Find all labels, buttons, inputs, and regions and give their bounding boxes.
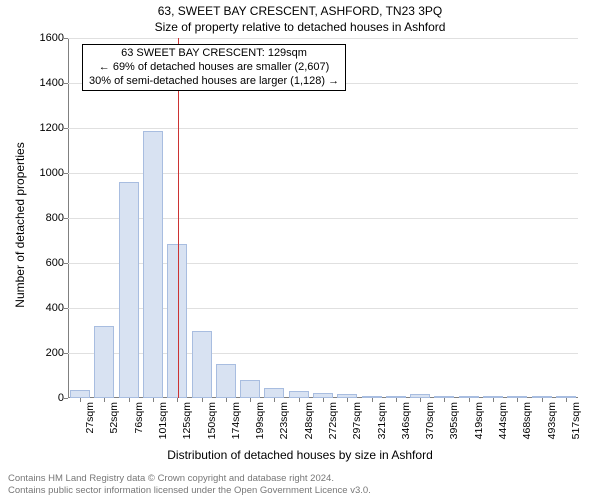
xtick-mark — [129, 398, 130, 402]
ytick-mark — [64, 263, 68, 264]
ytick-mark — [64, 173, 68, 174]
xtick-mark — [250, 398, 251, 402]
xtick-mark — [274, 398, 275, 402]
chart-title-address: 63, SWEET BAY CRESCENT, ASHFORD, TN23 3P… — [0, 4, 600, 18]
ytick-mark — [64, 218, 68, 219]
xtick-label: 419sqm — [473, 402, 485, 439]
property-marker-line — [178, 38, 180, 398]
gridline — [68, 38, 578, 39]
ytick-label: 800 — [24, 212, 64, 224]
ytick-label: 400 — [24, 302, 64, 314]
xtick-label: 444sqm — [497, 402, 509, 439]
histogram-bar — [143, 131, 163, 398]
histogram-bar — [192, 331, 212, 399]
xtick-mark — [299, 398, 300, 402]
xtick-mark — [104, 398, 105, 402]
footer-line1: Contains HM Land Registry data © Crown c… — [8, 473, 371, 484]
xtick-mark — [80, 398, 81, 402]
xtick-label: 27sqm — [84, 402, 96, 434]
histogram-bar — [240, 380, 260, 398]
xtick-mark — [420, 398, 421, 402]
histogram-bar — [289, 391, 309, 398]
xtick-label: 370sqm — [424, 402, 436, 439]
xtick-label: 493sqm — [546, 402, 558, 439]
xtick-label: 248sqm — [303, 402, 315, 439]
chart-subtitle: Size of property relative to detached ho… — [0, 20, 600, 34]
xtick-label: 52sqm — [108, 402, 120, 434]
annotation-line1: 63 SWEET BAY CRESCENT: 129sqm — [89, 47, 339, 61]
xtick-label: 76sqm — [133, 402, 145, 434]
footer-attribution: Contains HM Land Registry data © Crown c… — [8, 473, 371, 496]
annotation-line2: ← 69% of detached houses are smaller (2,… — [89, 61, 339, 75]
footer-line2: Contains public sector information licen… — [8, 485, 371, 496]
xtick-mark — [226, 398, 227, 402]
xtick-mark — [323, 398, 324, 402]
xtick-label: 297sqm — [351, 402, 363, 439]
ytick-label: 200 — [24, 347, 64, 359]
histogram-bar — [94, 326, 114, 398]
annotation-box: 63 SWEET BAY CRESCENT: 129sqm ← 69% of d… — [82, 44, 346, 91]
annotation-line3: 30% of semi-detached houses are larger (… — [89, 75, 339, 89]
xtick-label: 517sqm — [570, 402, 582, 439]
xtick-mark — [469, 398, 470, 402]
histogram-bar — [216, 364, 236, 398]
ytick-mark — [64, 353, 68, 354]
xtick-label: 395sqm — [448, 402, 460, 439]
xtick-mark — [153, 398, 154, 402]
xtick-label: 199sqm — [254, 402, 266, 439]
ytick-mark — [64, 398, 68, 399]
xtick-label: 321sqm — [376, 402, 388, 439]
xtick-mark — [177, 398, 178, 402]
ytick-mark — [64, 308, 68, 309]
xtick-mark — [202, 398, 203, 402]
ytick-label: 600 — [24, 257, 64, 269]
ytick-label: 1400 — [24, 77, 64, 89]
xtick-label: 125sqm — [181, 402, 193, 439]
xtick-label: 101sqm — [157, 402, 169, 439]
ytick-label: 0 — [24, 392, 64, 404]
xtick-label: 150sqm — [206, 402, 218, 439]
gridline — [68, 128, 578, 129]
ytick-label: 1200 — [24, 122, 64, 134]
ytick-label: 1600 — [24, 32, 64, 44]
xtick-mark — [444, 398, 445, 402]
xtick-mark — [372, 398, 373, 402]
ytick-mark — [64, 128, 68, 129]
xtick-mark — [493, 398, 494, 402]
x-axis-label: Distribution of detached houses by size … — [0, 448, 600, 462]
xtick-mark — [542, 398, 543, 402]
xtick-label: 223sqm — [278, 402, 290, 439]
xtick-mark — [566, 398, 567, 402]
xtick-label: 174sqm — [230, 402, 242, 439]
xtick-label: 468sqm — [521, 402, 533, 439]
histogram-bar — [264, 388, 284, 398]
histogram-bar — [70, 390, 90, 398]
xtick-mark — [347, 398, 348, 402]
xtick-label: 272sqm — [327, 402, 339, 439]
xtick-label: 346sqm — [400, 402, 412, 439]
xtick-mark — [517, 398, 518, 402]
xtick-mark — [396, 398, 397, 402]
histogram-bar — [119, 182, 139, 398]
ytick-label: 1000 — [24, 167, 64, 179]
ytick-mark — [64, 38, 68, 39]
plot-area — [68, 38, 578, 398]
ytick-mark — [64, 83, 68, 84]
